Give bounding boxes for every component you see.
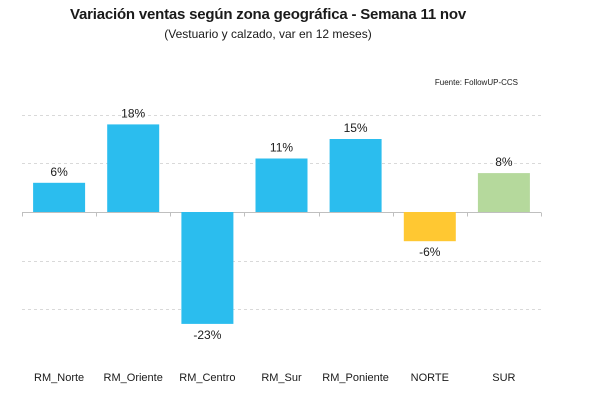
bar-rm-oriente	[107, 124, 160, 212]
data-label-4: 15%	[344, 121, 368, 135]
category-label-1: RM_Oriente	[104, 372, 163, 384]
category-label-5: NORTE	[411, 372, 449, 384]
data-label-2: -23%	[193, 328, 221, 342]
chart-subtitle: (Vestuario y calzado, var en 12 meses)	[164, 27, 372, 41]
bar-sur	[477, 173, 530, 212]
category-label-3: RM_Sur	[261, 372, 302, 384]
category-label-6: SUR	[492, 372, 515, 384]
bar-rm-norte	[33, 182, 86, 212]
data-label-6: 8%	[495, 155, 513, 169]
bar-norte	[403, 212, 456, 242]
data-label-3: 11%	[270, 141, 293, 155]
bar-rm-poniente	[329, 139, 382, 212]
category-label-0: RM_Norte	[34, 372, 84, 384]
data-label-0: 6%	[50, 165, 68, 179]
chart-source: Fuente: FollowUP-CCS	[434, 78, 518, 87]
category-label-2: RM_Centro	[179, 372, 235, 384]
data-label-5: -6%	[419, 245, 441, 259]
category-label-4: RM_Poniente	[322, 372, 389, 384]
bar-rm-centro	[181, 212, 234, 324]
data-label-1: 18%	[121, 106, 145, 120]
chart-title: Variación ventas según zona geográfica -…	[69, 6, 467, 23]
bar-rm-sur	[255, 158, 308, 212]
